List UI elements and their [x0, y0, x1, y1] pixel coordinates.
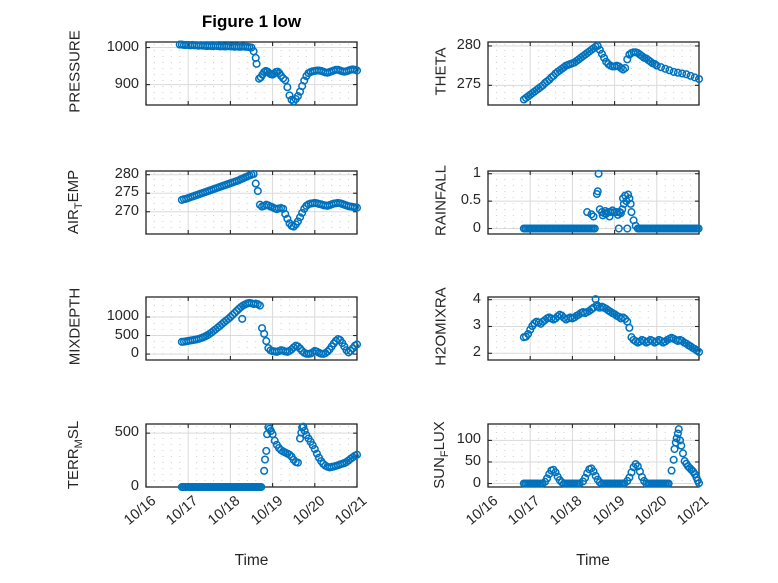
y-tick-label: 275 [114, 184, 139, 201]
x-axis-label-right: Time [576, 552, 610, 569]
y-tick-label: 500 [114, 424, 139, 441]
y-tick-label: 1000 [106, 38, 139, 55]
y-axis-label: TERRMSL [65, 420, 85, 489]
y-tick-label: 280 [456, 36, 481, 53]
x-axis-label-left: Time [234, 552, 269, 569]
y-tick-label: 270 [114, 202, 139, 219]
y-tick-label: 280 [114, 165, 139, 182]
y-tick-label: 900 [114, 75, 139, 92]
y-axis-label: SUNFLUX [431, 420, 451, 489]
y-tick-label: 1000 [106, 308, 139, 324]
y-tick-label: 3 [472, 317, 481, 334]
y-tick-label: 1 [472, 164, 481, 181]
y-tick-label: 0 [472, 219, 481, 236]
y-tick-label: 0 [130, 345, 139, 362]
y-tick-label: 0 [472, 474, 481, 491]
y-tick-label: 0 [130, 478, 139, 494]
y-tick-label: 500 [114, 326, 139, 343]
figure-title: Figure 1 low [201, 12, 302, 31]
y-tick-label: 2 [472, 344, 481, 361]
y-tick-label: 50 [464, 452, 481, 469]
y-tick-label: 4 [472, 290, 481, 307]
y-tick-label: 0.5 [460, 192, 481, 209]
y-tick-label: 100 [456, 431, 481, 448]
y-tick-label: 275 [456, 76, 481, 93]
